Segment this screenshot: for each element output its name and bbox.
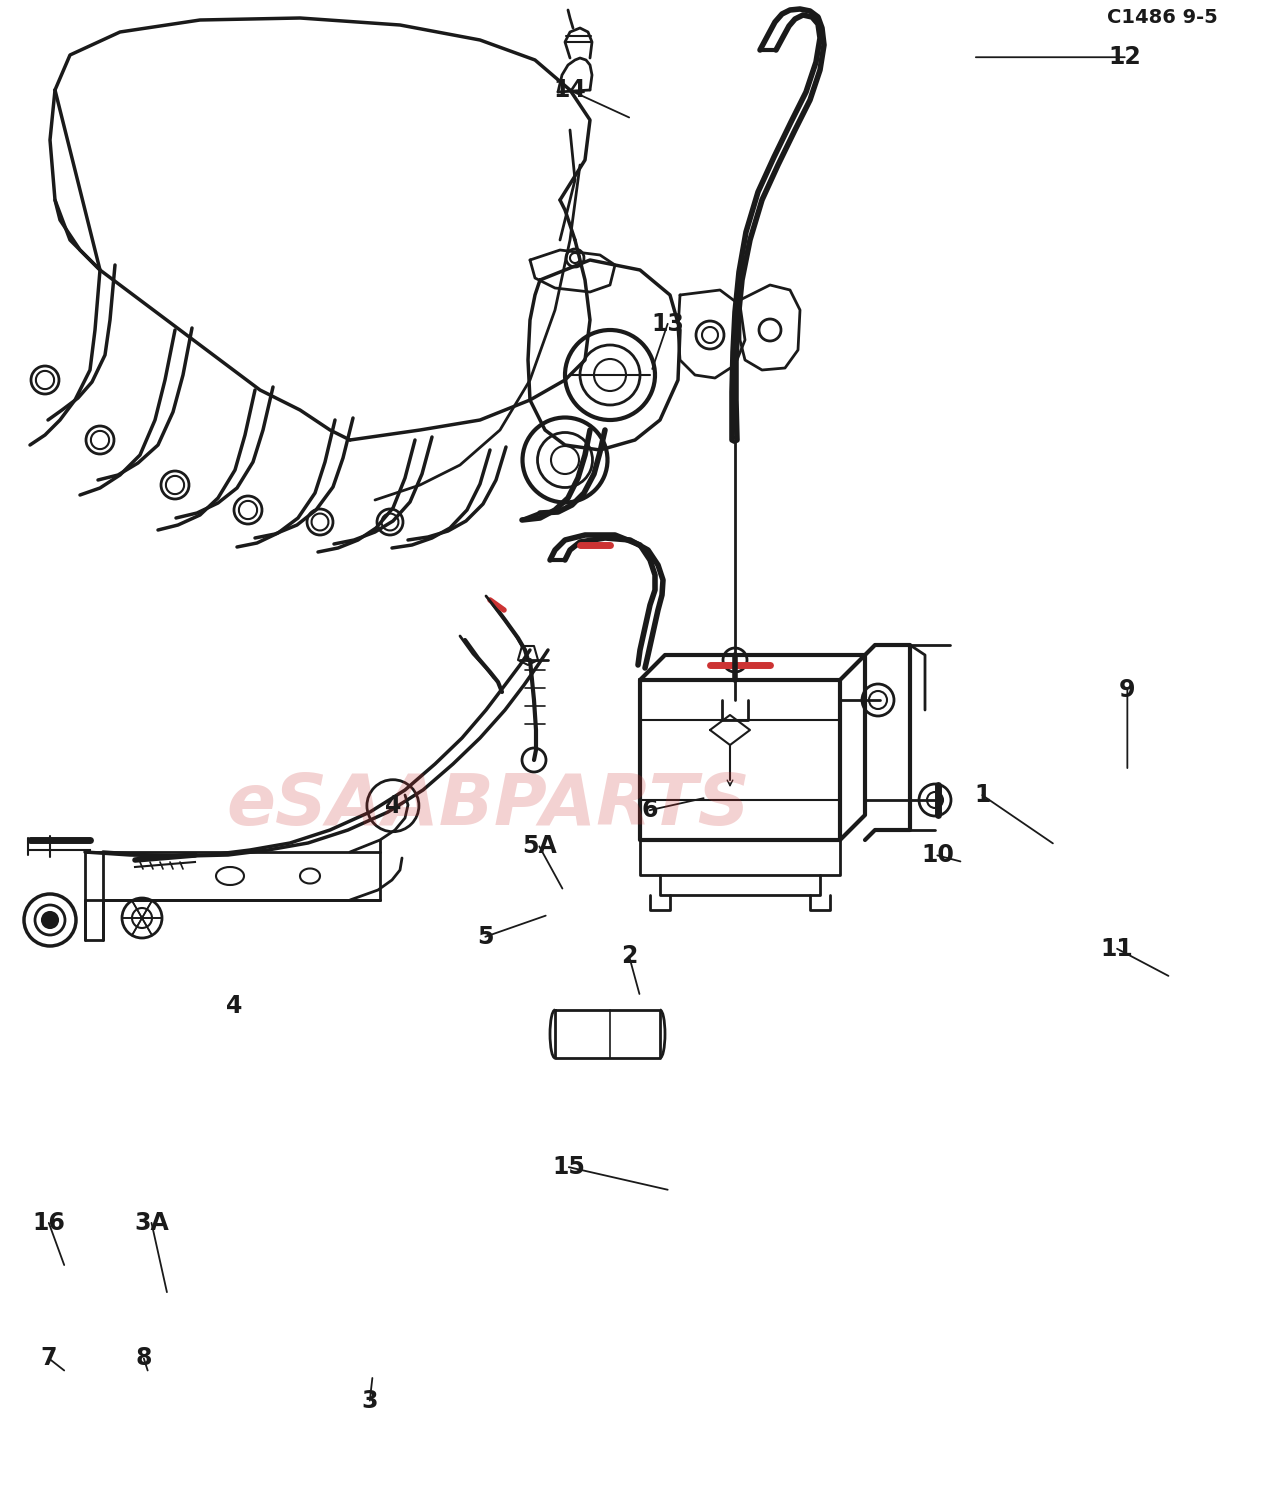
Circle shape	[862, 684, 894, 715]
Text: 2: 2	[621, 944, 637, 968]
Text: 1: 1	[975, 783, 990, 807]
Circle shape	[927, 792, 942, 809]
Circle shape	[35, 905, 65, 935]
Text: 4: 4	[385, 794, 401, 818]
Text: 7: 7	[41, 1346, 56, 1370]
Text: 16: 16	[32, 1211, 65, 1235]
Text: 5A: 5A	[521, 834, 557, 858]
Circle shape	[42, 913, 58, 928]
Text: 3: 3	[362, 1389, 377, 1413]
Text: eSAABPARTS: eSAABPARTS	[226, 771, 750, 840]
Text: 11: 11	[1100, 937, 1134, 961]
Circle shape	[132, 908, 152, 928]
Text: 12: 12	[1108, 45, 1141, 69]
Text: C1486 9-5: C1486 9-5	[1107, 8, 1217, 27]
Text: 3A: 3A	[134, 1211, 169, 1235]
Circle shape	[523, 748, 546, 773]
Circle shape	[24, 895, 76, 946]
Circle shape	[869, 691, 887, 709]
Text: 13: 13	[651, 312, 684, 336]
Text: 6: 6	[642, 798, 657, 822]
Text: 4: 4	[226, 994, 241, 1018]
Circle shape	[122, 898, 162, 938]
Text: 10: 10	[921, 843, 954, 867]
Text: 14: 14	[553, 78, 587, 102]
Circle shape	[919, 785, 951, 816]
Text: 15: 15	[552, 1155, 586, 1179]
Text: 8: 8	[136, 1346, 152, 1370]
Text: 5: 5	[478, 925, 493, 949]
Circle shape	[723, 648, 747, 672]
Circle shape	[367, 780, 419, 831]
Text: 9: 9	[1120, 678, 1135, 702]
